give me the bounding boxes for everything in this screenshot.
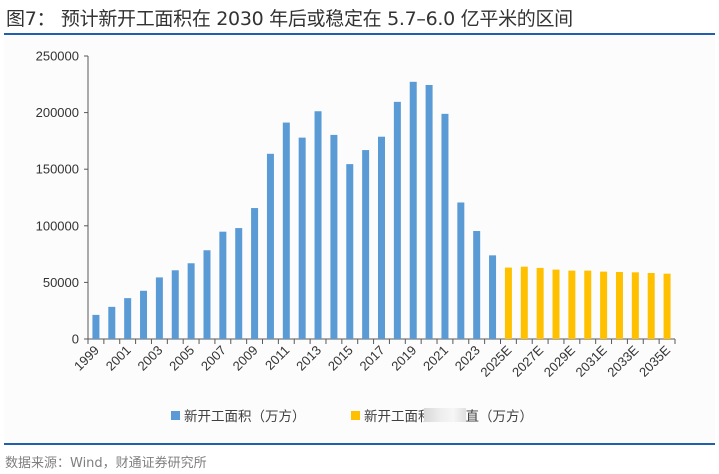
x-tick-label: 2021 xyxy=(420,343,451,374)
bar-actual-2013 xyxy=(314,111,322,339)
bar-actual-2022 xyxy=(457,202,465,339)
x-tick-label: 1999 xyxy=(71,343,102,374)
bar-actual-2017 xyxy=(378,136,385,339)
bar-actual-2010 xyxy=(266,153,274,339)
bar-actual-2006 xyxy=(203,250,211,339)
legend-item-actual: 新开工面积（万方） xyxy=(171,405,306,425)
x-tick-label: 2007 xyxy=(198,343,229,374)
bar-actual-2012 xyxy=(298,137,306,339)
bar-actual-1999 xyxy=(92,314,100,339)
source-note: 数据来源：Wind，财通证券研究所 xyxy=(5,456,207,471)
legend: 新开工面积（万方） 新开工面积 直（万方） xyxy=(0,405,719,427)
bar-actual-2000 xyxy=(108,306,116,339)
bar-actual-2019 xyxy=(409,81,417,339)
bar-actual-2021 xyxy=(441,113,449,339)
bar-forecast-2033E xyxy=(631,272,639,339)
x-tick-label: 2029E xyxy=(541,342,578,379)
x-tick-label: 2011 xyxy=(262,343,292,373)
bar-actual-2018 xyxy=(393,101,401,339)
x-tick-label: 2031E xyxy=(573,342,610,379)
legend-label-actual: 新开工面积（万方） xyxy=(184,409,306,425)
bar-forecast-2028E xyxy=(552,269,560,339)
bar-actual-2023 xyxy=(473,231,481,339)
bar-forecast-2027E xyxy=(536,267,544,339)
x-tick-label: 2015 xyxy=(325,343,356,374)
x-tick-label: 2005 xyxy=(166,343,197,374)
bar-actual-2001 xyxy=(124,298,132,339)
y-tick-label: 200000 xyxy=(36,105,79,120)
bar-actual-2020 xyxy=(425,84,433,339)
bar-actual-2014 xyxy=(330,134,338,339)
bar-actual-2011 xyxy=(282,122,290,339)
x-tick-label: 2035E xyxy=(636,342,673,379)
bar-actual-2003 xyxy=(155,277,163,339)
bar-actual-2004 xyxy=(171,270,179,339)
bar-actual-2016 xyxy=(362,150,370,339)
y-tick-label: 50000 xyxy=(43,275,79,290)
bar-forecast-2026E xyxy=(520,266,528,339)
bar-actual-2024 xyxy=(489,255,497,339)
legend-swatch-actual xyxy=(171,410,180,420)
bar-actual-2002 xyxy=(140,290,148,339)
legend-redaction-mask xyxy=(423,408,466,422)
chart-panel: 0 50000 100000 150000 200000 250000 1999 2001 20… xyxy=(4,36,715,443)
chart-title: 图7： 预计新开工面积在 2030 年后或稳定在 5.7–6.0 亿平米的区间 xyxy=(6,8,573,30)
x-tick-label: 2025E xyxy=(477,342,514,379)
legend-swatch-forecast xyxy=(351,410,360,420)
y-tick-label: 150000 xyxy=(36,162,79,177)
bar-forecast-2030E xyxy=(584,270,592,339)
bar-forecast-2032E xyxy=(615,271,623,339)
bar-actual-2008 xyxy=(235,228,243,339)
x-tick-label: 2003 xyxy=(134,343,165,374)
bar-actual-2015 xyxy=(346,164,354,339)
title-divider xyxy=(4,33,715,35)
y-tick-label: 250000 xyxy=(36,49,79,64)
x-tick-label: 2009 xyxy=(230,343,261,374)
bar-actual-2009 xyxy=(251,208,259,339)
y-tick-label: 0 xyxy=(72,332,79,347)
bar-forecast-2035E xyxy=(663,273,671,339)
legend-item-forecast: 新开工面积 直（万方） xyxy=(351,405,533,425)
bar-forecast-2029E xyxy=(568,270,576,339)
bar-actual-2005 xyxy=(187,263,195,339)
legend-label-forecast-start: 新开工面积 xyxy=(364,409,432,425)
y-tick-label: 100000 xyxy=(36,218,79,233)
bar-forecast-2025E xyxy=(504,267,512,339)
x-tick-label: 2001 xyxy=(103,343,134,374)
bar-forecast-2034E xyxy=(647,273,655,339)
bar-actual-2007 xyxy=(219,231,227,339)
footer-divider xyxy=(4,443,715,445)
x-tick-label: 2017 xyxy=(357,343,388,374)
x-tick-label: 2027E xyxy=(509,342,546,379)
x-tick-label: 2019 xyxy=(388,343,419,374)
legend-label-forecast-end: 直（万方） xyxy=(465,409,534,425)
x-tick-label: 2013 xyxy=(293,343,324,374)
bar-forecast-2031E xyxy=(600,271,608,339)
x-tick-label: 2033E xyxy=(604,342,641,379)
